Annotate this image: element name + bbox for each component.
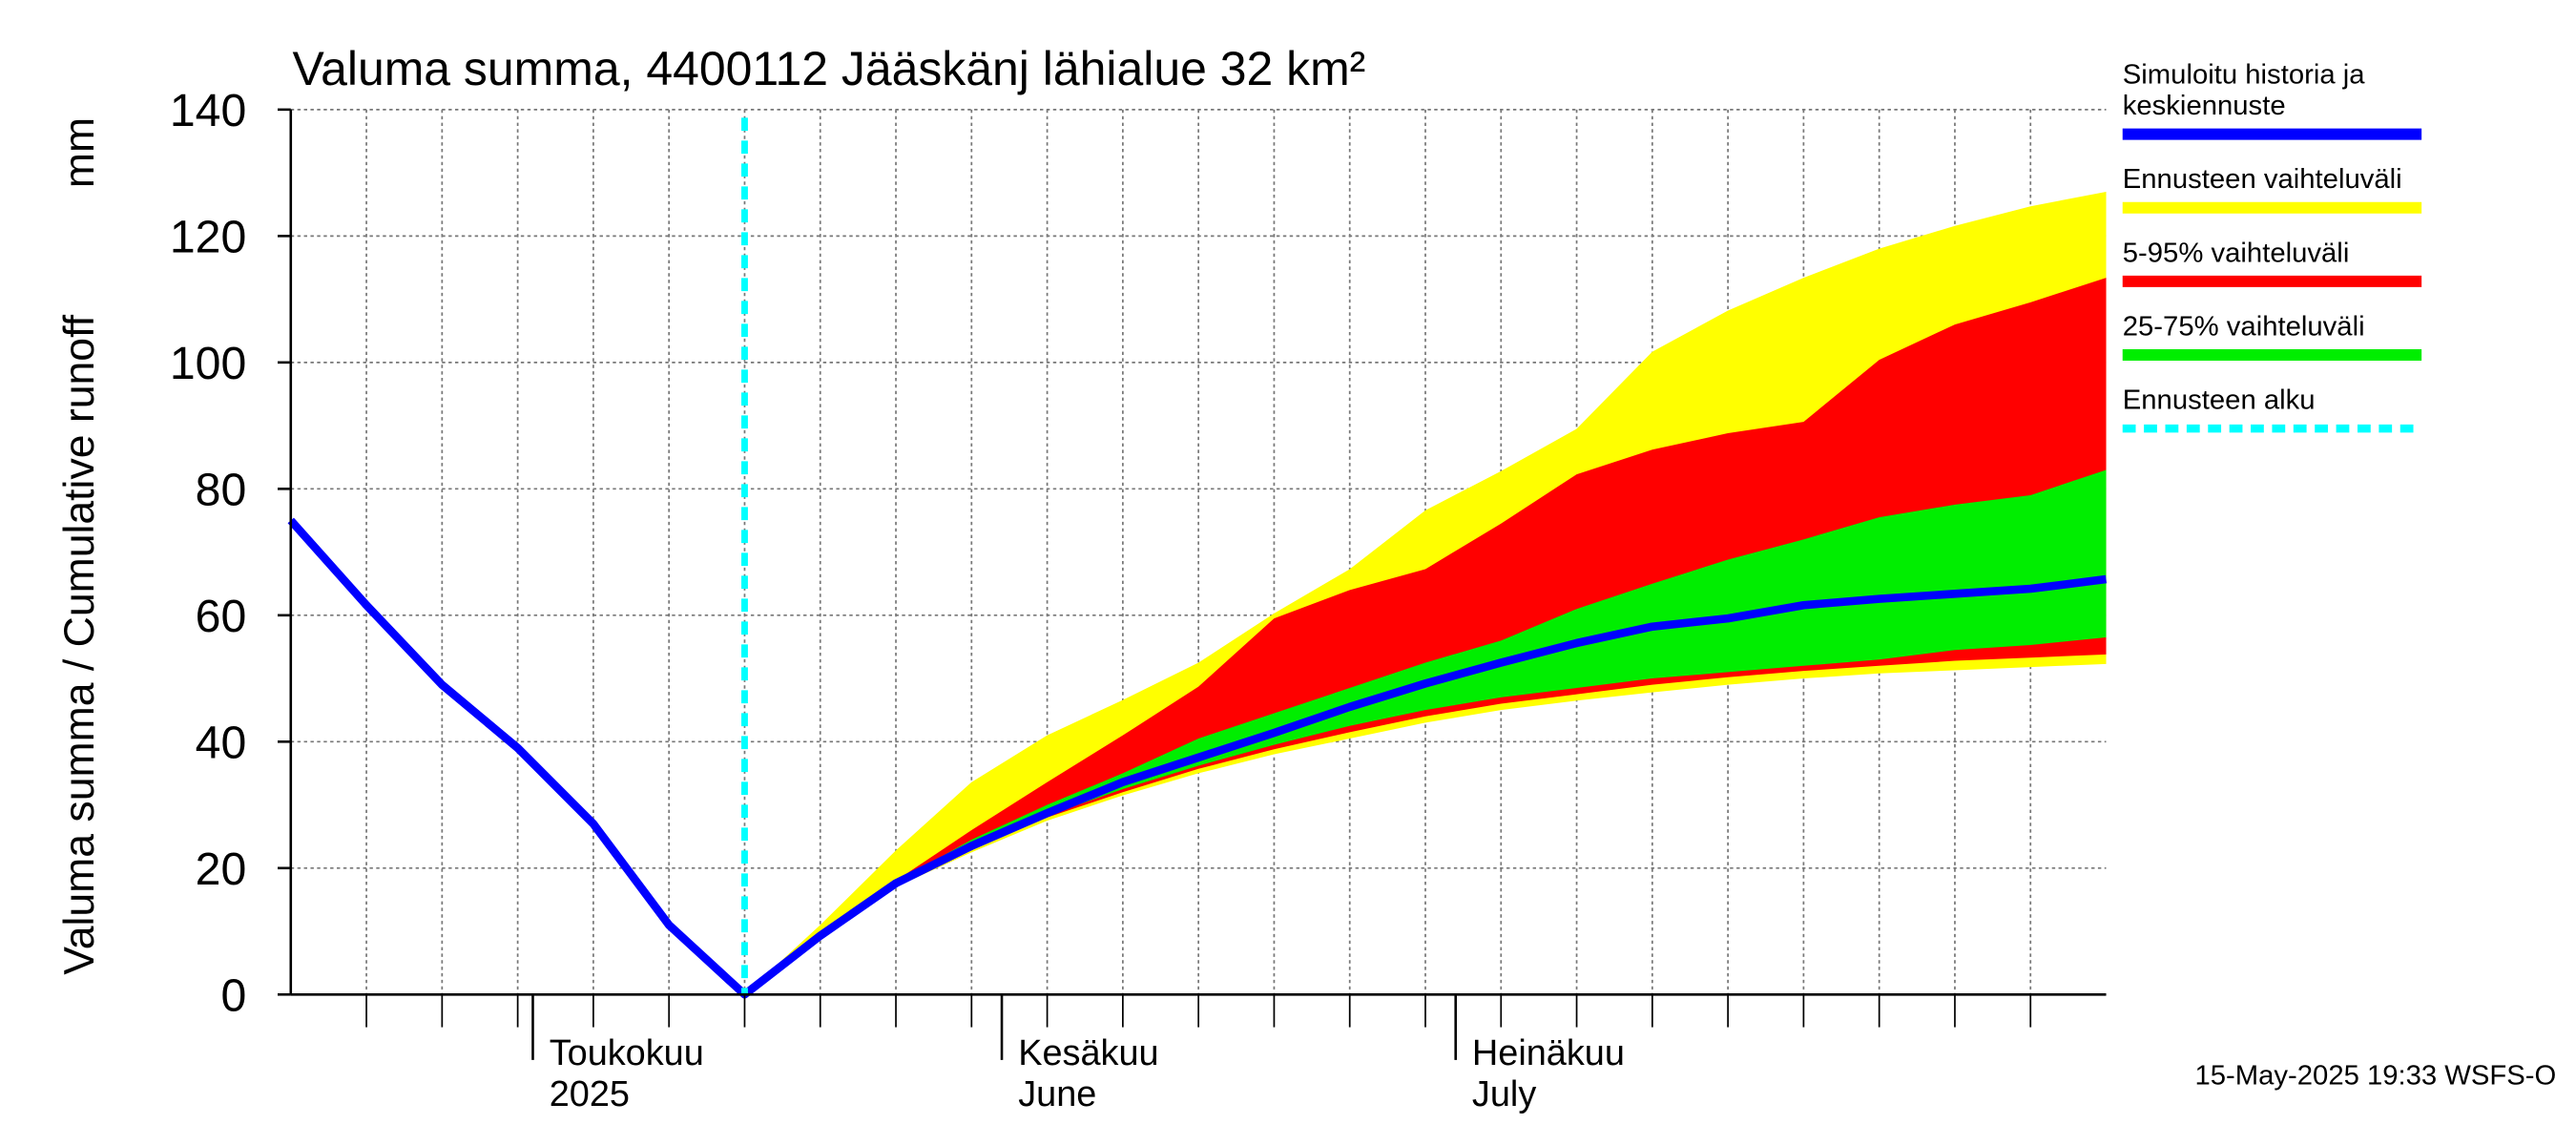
y-axis-label: Valuma summa / Cumulative runoff	[56, 314, 103, 974]
legend-label: 5-95% vaihteluväli	[2122, 237, 2350, 269]
y-tick-label: 120	[170, 212, 246, 263]
chart-title: Valuma summa, 4400112 Jääskänj lähialue …	[293, 42, 1366, 95]
x-tick-label: Toukokuu	[550, 1033, 704, 1073]
band-area	[744, 469, 2107, 995]
y-tick-label: 0	[220, 970, 246, 1022]
y-tick-label: 80	[196, 465, 247, 516]
legend-entry: 5-95% vaihteluväli	[2122, 237, 2350, 269]
footer: 15-May-2025 19:33 WSFS-O	[2195, 1061, 2557, 1092]
legend-entry: Ennusteen vaihteluväli	[2122, 163, 2402, 195]
legend-label: Simuloitu historia ja keskiennuste	[2122, 58, 2365, 121]
x-tick-label: June	[1018, 1074, 1096, 1114]
x-tick-label: Heinäkuu	[1472, 1033, 1625, 1073]
x-tick-label: July	[1472, 1074, 1536, 1114]
legend-label: Ennusteen alku	[2122, 384, 2316, 416]
y-tick-label: 20	[196, 843, 247, 895]
y-tick-label: 60	[196, 591, 247, 642]
legend-label: 25-75% vaihteluväli	[2122, 310, 2365, 343]
y-tick-label: 40	[196, 718, 247, 769]
x-tick-label: Kesäkuu	[1018, 1033, 1158, 1073]
legend-entry: 25-75% vaihteluväli	[2122, 310, 2365, 343]
line-series	[287, 517, 2108, 999]
legend-label: Ennusteen vaihteluväli	[2122, 163, 2402, 195]
y-tick-label: 140	[170, 85, 246, 136]
band-area	[744, 278, 2107, 995]
y-axis-unit: mm	[56, 117, 103, 188]
y-tick-label: 100	[170, 338, 246, 389]
legend-entry: Ennusteen alku	[2122, 384, 2316, 416]
legend-entry: Simuloitu historia ja keskiennuste	[2122, 58, 2365, 121]
x-tick-label: 2025	[550, 1074, 630, 1114]
